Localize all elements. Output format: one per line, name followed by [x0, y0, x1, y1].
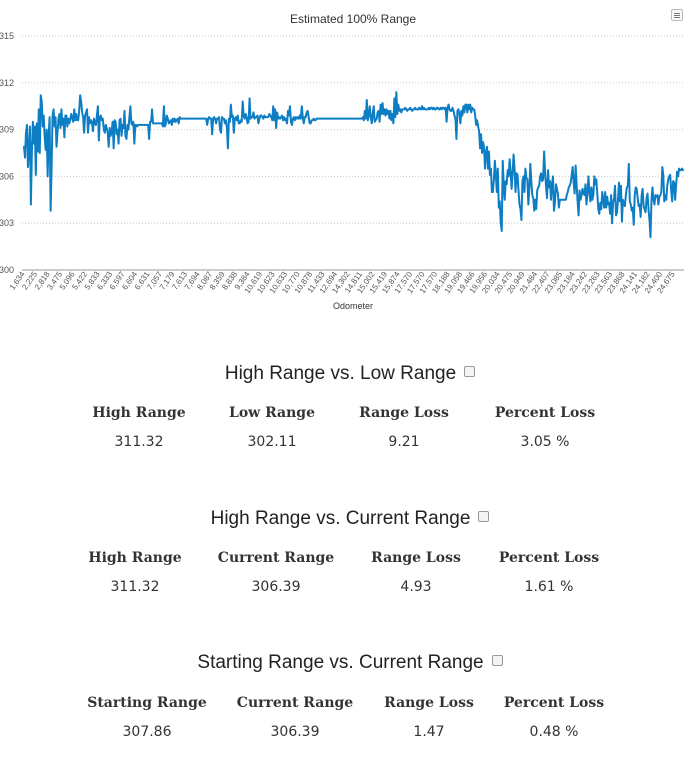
column-header: Low Range: [228, 405, 316, 421]
y-tick-label: 315: [0, 31, 14, 41]
section-title: High Range vs. Low Range: [0, 361, 700, 387]
y-tick-label: 306: [0, 171, 14, 181]
column-header: Range Loss: [384, 695, 474, 711]
value-cell: 306.39: [251, 579, 301, 595]
section-title: High Range vs. Current Range: [0, 506, 700, 532]
section-title-text: Starting Range vs. Current Range: [197, 652, 484, 673]
section-high-vs-current: High Range vs. Current Range High Range …: [0, 506, 700, 595]
section-checkbox-icon[interactable]: [491, 655, 503, 667]
column-header: Percent Loss: [498, 550, 600, 566]
column-header: High Range: [88, 550, 182, 566]
value-cell: 0.48 %: [529, 724, 579, 740]
column-header: Starting Range: [87, 695, 207, 711]
range-chart-svg: Estimated 100% Range3003033063093123151,…: [0, 12, 684, 311]
column-header: Percent Loss: [494, 405, 596, 421]
section-title-text: High Range vs. Current Range: [210, 508, 471, 529]
column-header: Range Loss: [371, 550, 461, 566]
column-header: High Range: [92, 405, 186, 421]
section-title: Starting Range vs. Current Range: [0, 650, 700, 676]
section-starting-vs-current: Starting Range vs. Current Range Startin…: [0, 650, 700, 740]
value-cell: 307.86: [122, 724, 172, 740]
value-cell: 306.39: [270, 724, 320, 740]
value-cell: 1.47: [413, 724, 445, 740]
value-cell: 1.61 %: [524, 579, 574, 595]
series-line: [23, 91, 684, 239]
chart-title: Estimated 100% Range: [290, 12, 416, 26]
value-cell: 311.32: [110, 579, 160, 595]
value-cell: 302.11: [247, 434, 297, 450]
section-title-text: High Range vs. Low Range: [224, 363, 457, 384]
column-header: Percent Loss: [503, 695, 605, 711]
column-header: Current Range: [217, 550, 335, 566]
value-cell: 9.21: [388, 434, 420, 450]
x-axis-label: Odometer: [333, 301, 373, 311]
y-tick-label: 309: [0, 125, 14, 135]
column-header: Range Loss: [359, 405, 449, 421]
y-tick-label: 300: [0, 265, 14, 275]
section-checkbox-icon[interactable]: [464, 366, 476, 378]
column-header: Current Range: [236, 695, 354, 711]
section-checkbox-icon[interactable]: [478, 511, 490, 523]
range-chart: Estimated 100% Range 300 303 306 309 312 315 1,…: [0, 0, 700, 320]
value-cell: 4.93: [400, 579, 432, 595]
value-cell: 311.32: [114, 434, 164, 450]
value-cell: 3.05 %: [520, 434, 570, 450]
section-high-vs-low: High Range vs. Low Range High Range Low …: [0, 361, 700, 450]
y-tick-label: 312: [0, 78, 14, 88]
chart-menu-icon[interactable]: [671, 9, 683, 21]
y-tick-label: 303: [0, 218, 14, 228]
